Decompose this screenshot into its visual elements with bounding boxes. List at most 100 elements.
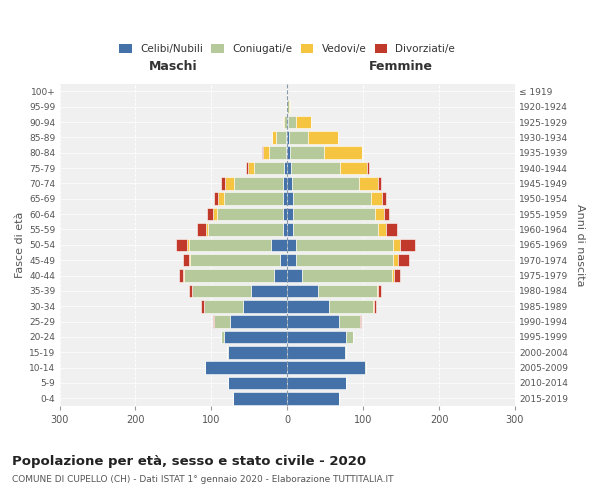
Bar (248, 162, 254, 174)
Bar (289, 131, 308, 143)
Bar (293, 208, 375, 220)
Bar (287, 284, 317, 297)
Bar (287, 316, 339, 328)
Bar (287, 162, 291, 174)
Bar (221, 177, 225, 190)
Bar (287, 208, 293, 220)
Bar (206, 223, 208, 236)
Bar (287, 376, 346, 389)
Bar (251, 284, 287, 297)
Bar (207, 208, 213, 220)
Bar (227, 346, 228, 358)
Bar (287, 146, 290, 159)
Bar (214, 192, 218, 205)
Legend: Celibi/Nubili, Coniugati/e, Vedovi/e, Divorziati/e: Celibi/Nubili, Coniugati/e, Vedovi/e, Di… (119, 44, 455, 54)
Bar (288, 116, 296, 128)
Bar (221, 330, 224, 343)
Bar (296, 238, 394, 251)
Bar (360, 316, 361, 328)
Bar (394, 269, 400, 282)
Bar (398, 254, 409, 266)
Bar (179, 269, 183, 282)
Bar (280, 254, 287, 266)
Bar (225, 177, 234, 190)
Bar (176, 238, 187, 251)
Bar (204, 300, 243, 312)
Bar (243, 300, 287, 312)
Bar (367, 162, 369, 174)
Bar (184, 269, 274, 282)
Bar (345, 346, 346, 358)
Bar (392, 269, 394, 282)
Bar (272, 131, 276, 143)
Bar (228, 376, 287, 389)
Bar (287, 346, 345, 358)
Bar (228, 346, 287, 358)
Bar (323, 146, 362, 159)
Bar (293, 192, 371, 205)
Bar (188, 284, 191, 297)
Bar (276, 131, 286, 143)
Bar (289, 100, 290, 113)
Bar (346, 330, 353, 343)
Bar (230, 316, 287, 328)
Bar (302, 269, 392, 282)
Bar (245, 162, 248, 174)
Bar (287, 362, 365, 374)
Text: Femmine: Femmine (369, 60, 433, 73)
Bar (382, 192, 386, 205)
Bar (213, 208, 217, 220)
Bar (287, 116, 288, 128)
Bar (254, 162, 284, 174)
Bar (339, 316, 360, 328)
Bar (287, 192, 293, 205)
Bar (386, 223, 397, 236)
Bar (287, 223, 293, 236)
Bar (287, 269, 302, 282)
Bar (286, 100, 287, 113)
Bar (296, 116, 311, 128)
Bar (224, 330, 287, 343)
Bar (188, 238, 271, 251)
Bar (296, 254, 394, 266)
Bar (293, 223, 379, 236)
Bar (394, 254, 398, 266)
Bar (262, 146, 263, 159)
Bar (365, 362, 366, 374)
Bar (371, 192, 382, 205)
Bar (217, 208, 283, 220)
Bar (287, 177, 292, 190)
Bar (208, 223, 283, 236)
Bar (375, 208, 385, 220)
Bar (197, 223, 206, 236)
Bar (287, 392, 339, 404)
Bar (284, 162, 287, 174)
Bar (224, 192, 283, 205)
Bar (283, 177, 287, 190)
Bar (287, 300, 329, 312)
Bar (190, 254, 280, 266)
Bar (283, 192, 287, 205)
Bar (263, 146, 269, 159)
Bar (287, 238, 296, 251)
Text: Maschi: Maschi (149, 60, 198, 73)
Bar (183, 254, 190, 266)
Bar (287, 131, 289, 143)
Bar (183, 269, 184, 282)
Bar (359, 177, 377, 190)
Bar (329, 300, 373, 312)
Bar (214, 316, 230, 328)
Bar (287, 330, 346, 343)
Bar (269, 146, 286, 159)
Text: Popolazione per età, sesso e stato civile - 2020: Popolazione per età, sesso e stato civil… (12, 455, 366, 468)
Bar (287, 100, 289, 113)
Bar (292, 177, 359, 190)
Bar (286, 146, 287, 159)
Bar (379, 223, 386, 236)
Text: COMUNE DI CUPELLO (CH) - Dati ISTAT 1° gennaio 2020 - Elaborazione TUTTITALIA.IT: COMUNE DI CUPELLO (CH) - Dati ISTAT 1° g… (12, 475, 394, 484)
Bar (233, 392, 287, 404)
Bar (385, 208, 389, 220)
Bar (308, 131, 338, 143)
Bar (271, 238, 287, 251)
Bar (394, 238, 400, 251)
